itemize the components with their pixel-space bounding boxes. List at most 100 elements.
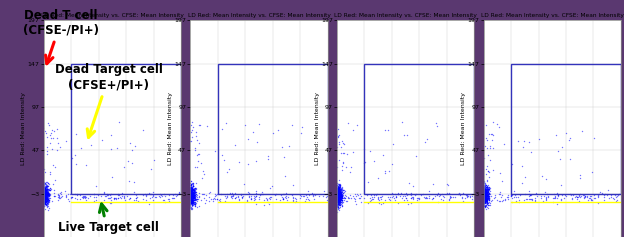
Point <box>477 191 487 195</box>
Point <box>333 189 343 193</box>
Point <box>188 192 198 196</box>
Point <box>333 197 343 201</box>
Point <box>40 188 50 192</box>
Point <box>477 192 487 196</box>
Point <box>483 196 493 200</box>
Point <box>474 191 484 195</box>
Point <box>204 195 214 199</box>
Point <box>483 187 493 191</box>
Point <box>482 192 492 196</box>
Point <box>341 199 351 203</box>
Point <box>352 192 362 196</box>
Point <box>334 189 344 193</box>
Point <box>194 195 204 198</box>
Point <box>479 205 489 208</box>
Point <box>112 146 122 150</box>
Point <box>332 194 342 197</box>
Point <box>479 198 489 202</box>
Point <box>474 196 484 200</box>
Point <box>336 191 346 195</box>
Point <box>249 194 259 198</box>
Point <box>526 150 536 154</box>
Point <box>42 150 52 153</box>
Point <box>336 192 346 196</box>
Point <box>42 188 52 192</box>
Point <box>332 197 342 201</box>
Point <box>188 196 198 200</box>
Point <box>332 202 342 205</box>
Point <box>45 133 55 137</box>
Point <box>185 193 195 197</box>
Point <box>534 137 544 141</box>
Point <box>338 195 348 198</box>
Point <box>334 196 344 200</box>
Point <box>397 196 407 200</box>
Point <box>185 187 195 191</box>
Point <box>335 195 345 199</box>
Point <box>187 197 197 201</box>
Point <box>42 187 52 191</box>
Point <box>334 193 344 197</box>
Point <box>478 189 488 193</box>
Point <box>39 201 49 204</box>
Point <box>39 200 49 204</box>
Point <box>37 187 47 191</box>
Point <box>479 195 489 199</box>
Point <box>185 186 195 190</box>
Point <box>190 190 200 194</box>
Point <box>43 201 53 205</box>
Point <box>182 195 192 199</box>
Point <box>480 190 490 194</box>
Point <box>42 201 52 205</box>
Point <box>39 204 49 208</box>
Point <box>480 190 490 194</box>
Point <box>61 195 71 199</box>
Point <box>168 194 178 197</box>
Point <box>40 196 50 200</box>
Point <box>481 188 491 192</box>
Point <box>470 174 480 178</box>
Point <box>479 199 489 202</box>
Point <box>187 189 197 193</box>
Point <box>480 193 490 197</box>
Point <box>185 197 195 201</box>
Point <box>182 184 192 188</box>
Point <box>184 197 194 201</box>
Point <box>487 198 497 202</box>
Point <box>41 188 51 192</box>
Point <box>479 190 489 193</box>
Point <box>35 185 45 188</box>
Point <box>480 189 490 193</box>
Point <box>187 188 197 191</box>
Point <box>414 197 424 201</box>
Point <box>477 191 487 195</box>
Point <box>340 196 350 200</box>
Point <box>330 196 340 200</box>
Point <box>41 197 51 201</box>
Point <box>482 185 492 189</box>
Point <box>480 201 490 205</box>
Point <box>183 194 193 198</box>
Point <box>188 196 198 200</box>
Point <box>482 198 492 202</box>
Point <box>334 195 344 199</box>
Point <box>482 194 492 198</box>
Point <box>331 188 341 191</box>
Point <box>480 194 490 198</box>
Point <box>187 188 197 192</box>
Point <box>40 197 50 201</box>
Point <box>402 133 412 137</box>
Point <box>333 193 343 197</box>
Point <box>587 198 597 202</box>
Point <box>477 188 487 192</box>
Point <box>42 197 52 201</box>
Point <box>428 196 438 200</box>
Point <box>486 199 496 202</box>
Point <box>479 193 489 196</box>
Point <box>189 187 199 191</box>
Point <box>41 190 51 194</box>
Point <box>39 199 49 203</box>
Text: Dead T cell
(CFSE-/PI+): Dead T cell (CFSE-/PI+) <box>22 9 99 64</box>
Point <box>184 188 194 192</box>
Point <box>333 184 343 187</box>
